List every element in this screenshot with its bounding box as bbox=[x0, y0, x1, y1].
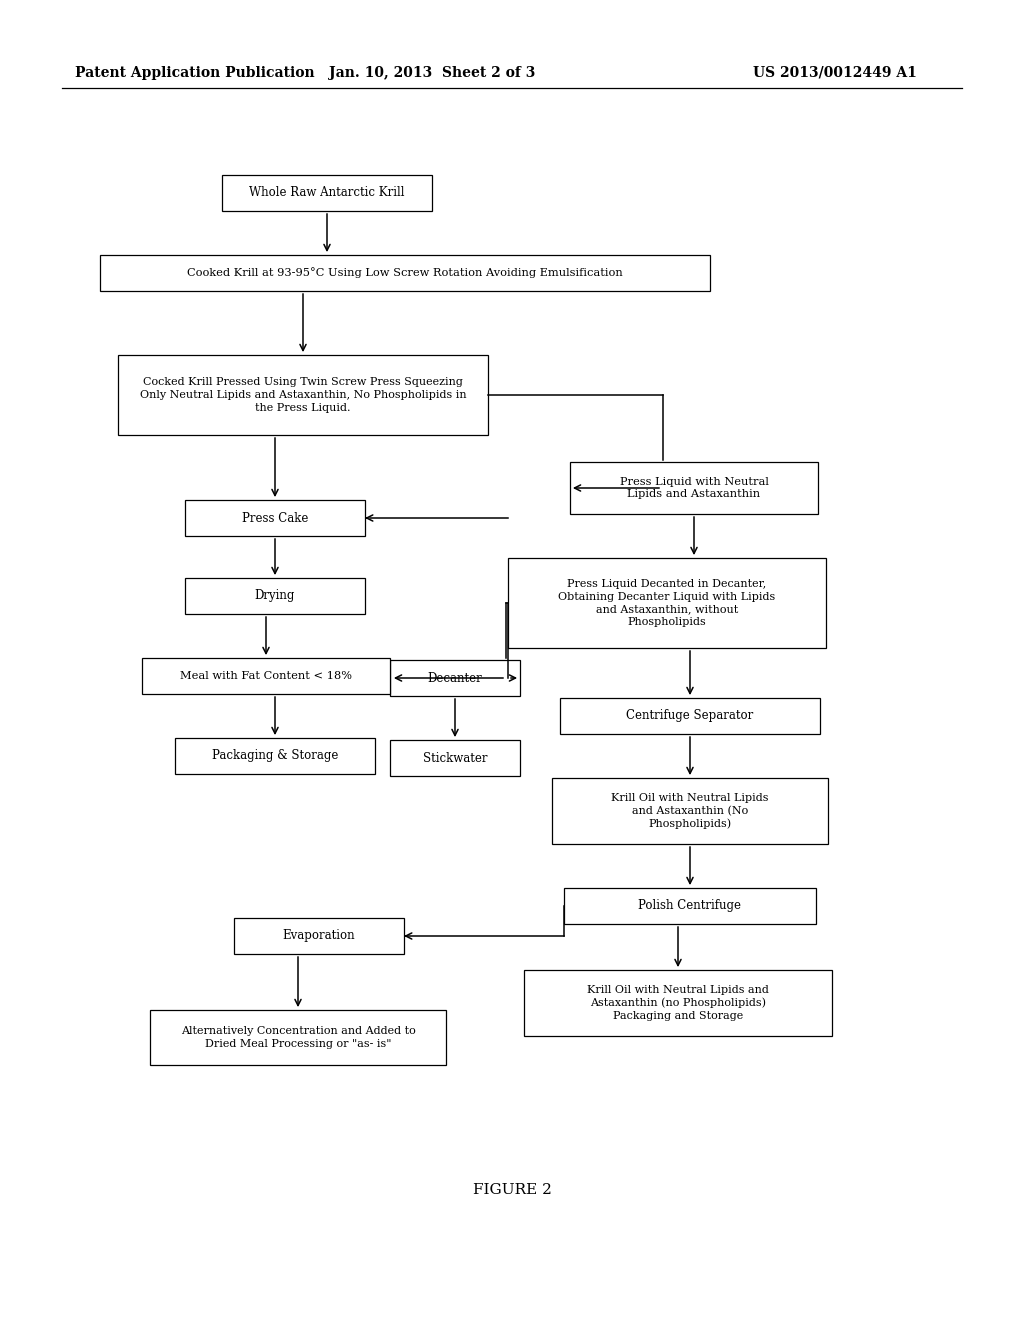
Text: Krill Oil with Neutral Lipids
and Astaxanthin (No
Phospholipids): Krill Oil with Neutral Lipids and Astaxa… bbox=[611, 792, 769, 829]
Text: Cooked Krill at 93-95°C Using Low Screw Rotation Avoiding Emulsification: Cooked Krill at 93-95°C Using Low Screw … bbox=[187, 268, 623, 279]
Text: Whole Raw Antarctic Krill: Whole Raw Antarctic Krill bbox=[249, 186, 404, 199]
Text: Meal with Fat Content < 18%: Meal with Fat Content < 18% bbox=[180, 671, 352, 681]
Text: US 2013/0012449 A1: US 2013/0012449 A1 bbox=[753, 66, 916, 81]
Bar bbox=[552, 777, 828, 843]
Text: Press Liquid with Neutral
Lipids and Astaxanthin: Press Liquid with Neutral Lipids and Ast… bbox=[620, 477, 768, 499]
Text: Centrifuge Separator: Centrifuge Separator bbox=[627, 710, 754, 722]
Text: Press Liquid Decanted in Decanter,
Obtaining Decanter Liquid with Lipids
and Ast: Press Liquid Decanted in Decanter, Obtai… bbox=[558, 578, 775, 627]
Bar bbox=[234, 917, 404, 954]
Text: Decanter: Decanter bbox=[428, 672, 482, 685]
Text: Evaporation: Evaporation bbox=[283, 929, 355, 942]
Bar bbox=[175, 738, 375, 774]
Text: Patent Application Publication: Patent Application Publication bbox=[75, 66, 314, 81]
Text: FIGURE 2: FIGURE 2 bbox=[472, 1183, 552, 1197]
Bar bbox=[564, 888, 816, 924]
Bar bbox=[560, 698, 820, 734]
Bar bbox=[570, 462, 818, 513]
Text: Alternatively Concentration and Added to
Dried Meal Processing or "as- is": Alternatively Concentration and Added to… bbox=[180, 1026, 416, 1049]
Text: Press Cake: Press Cake bbox=[242, 511, 308, 524]
Bar bbox=[100, 255, 710, 290]
Text: Cocked Krill Pressed Using Twin Screw Press Squeezing
Only Neutral Lipids and As: Cocked Krill Pressed Using Twin Screw Pr… bbox=[139, 378, 466, 413]
Text: Drying: Drying bbox=[255, 590, 295, 602]
Text: Krill Oil with Neutral Lipids and
Astaxanthin (no Phospholipids)
Packaging and S: Krill Oil with Neutral Lipids and Astaxa… bbox=[587, 985, 769, 1022]
Bar bbox=[118, 355, 488, 436]
Bar bbox=[150, 1010, 446, 1065]
Text: Polish Centrifuge: Polish Centrifuge bbox=[639, 899, 741, 912]
Text: Packaging & Storage: Packaging & Storage bbox=[212, 750, 338, 763]
Text: Jan. 10, 2013  Sheet 2 of 3: Jan. 10, 2013 Sheet 2 of 3 bbox=[329, 66, 536, 81]
Bar bbox=[524, 970, 831, 1036]
Bar bbox=[142, 657, 390, 694]
Bar bbox=[185, 578, 365, 614]
Bar bbox=[222, 176, 432, 211]
Bar bbox=[390, 660, 520, 696]
Text: Stickwater: Stickwater bbox=[423, 751, 487, 764]
Bar bbox=[185, 500, 365, 536]
Bar bbox=[390, 741, 520, 776]
Bar bbox=[508, 558, 826, 648]
